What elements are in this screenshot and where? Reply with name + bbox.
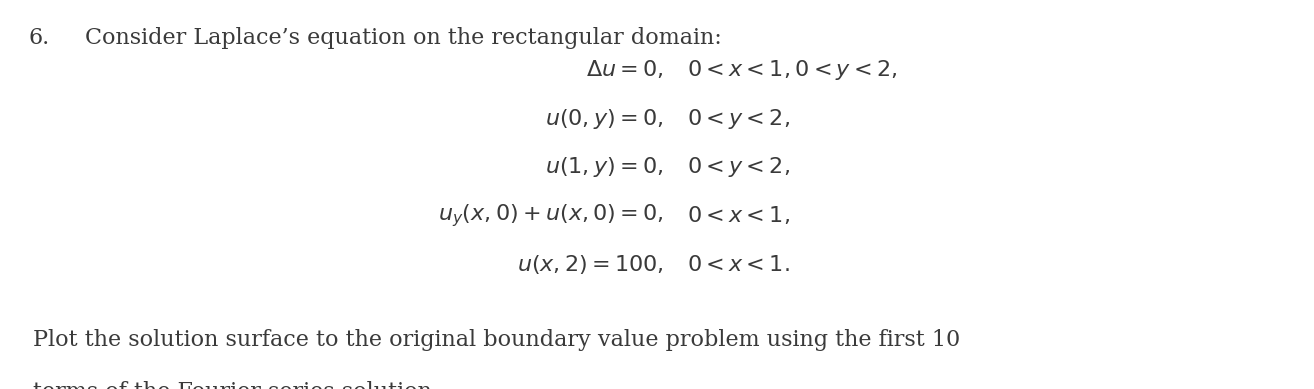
Text: $u(1, y) = 0,$: $u(1, y) = 0,$ bbox=[545, 155, 664, 179]
Text: $\Delta u = 0,$: $\Delta u = 0,$ bbox=[586, 59, 664, 81]
Text: $u(0, y) = 0,$: $u(0, y) = 0,$ bbox=[545, 107, 664, 131]
Text: $0 < x < 1, 0 < y < 2,$: $0 < x < 1, 0 < y < 2,$ bbox=[687, 58, 897, 82]
Text: $0 < x < 1.$: $0 < x < 1.$ bbox=[687, 254, 790, 275]
Text: Consider Laplace’s equation on the rectangular domain:: Consider Laplace’s equation on the recta… bbox=[85, 27, 723, 49]
Text: $u_y(x, 0) + u(x, 0) = 0,$: $u_y(x, 0) + u(x, 0) = 0,$ bbox=[438, 203, 664, 229]
Text: 6.: 6. bbox=[29, 27, 50, 49]
Text: terms of the Fourier series solution.: terms of the Fourier series solution. bbox=[33, 381, 439, 389]
Text: Plot the solution surface to the original boundary value problem using the first: Plot the solution surface to the origina… bbox=[33, 329, 961, 351]
Text: $u(x, 2) = 100,$: $u(x, 2) = 100,$ bbox=[516, 253, 664, 276]
Text: $0 < y < 2,$: $0 < y < 2,$ bbox=[687, 155, 790, 179]
Text: $0 < x < 1,$: $0 < x < 1,$ bbox=[687, 205, 790, 227]
Text: $0 < y < 2,$: $0 < y < 2,$ bbox=[687, 107, 790, 131]
